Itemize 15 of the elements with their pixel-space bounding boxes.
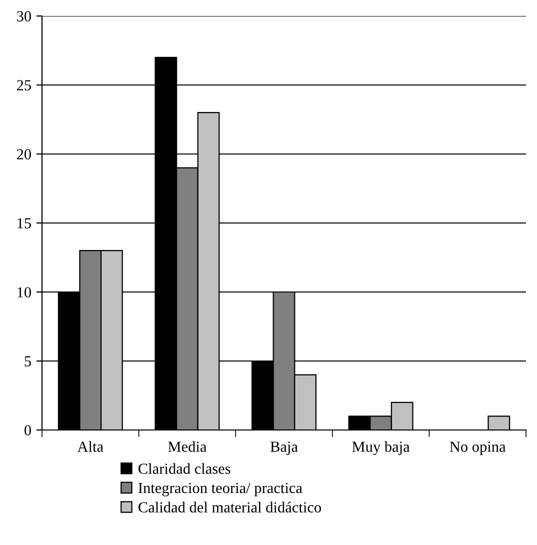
x-tick-label: Alta	[77, 441, 104, 452]
x-tick-label: Media	[168, 441, 207, 452]
y-tick-label: 15	[18, 218, 31, 228]
x-tick-label: No opina	[450, 442, 506, 455]
y-tick-label: 10	[18, 287, 31, 298]
y-tick-label: 30	[17, 11, 31, 22]
legend-label: Integracion teoria/ practica	[138, 482, 302, 496]
y-tick-label: 25	[16, 80, 31, 90]
x-tick-label: Baja	[270, 442, 298, 455]
y-tick-label: 0	[24, 425, 31, 436]
x-tick-label: Muy baja	[352, 441, 410, 456]
y-tick-label: 5	[24, 356, 31, 366]
y-tick-label: 20	[16, 149, 31, 160]
legend-label: Claridad clases	[138, 463, 230, 474]
legend-label: Calidad del material didáctico	[138, 502, 322, 512]
